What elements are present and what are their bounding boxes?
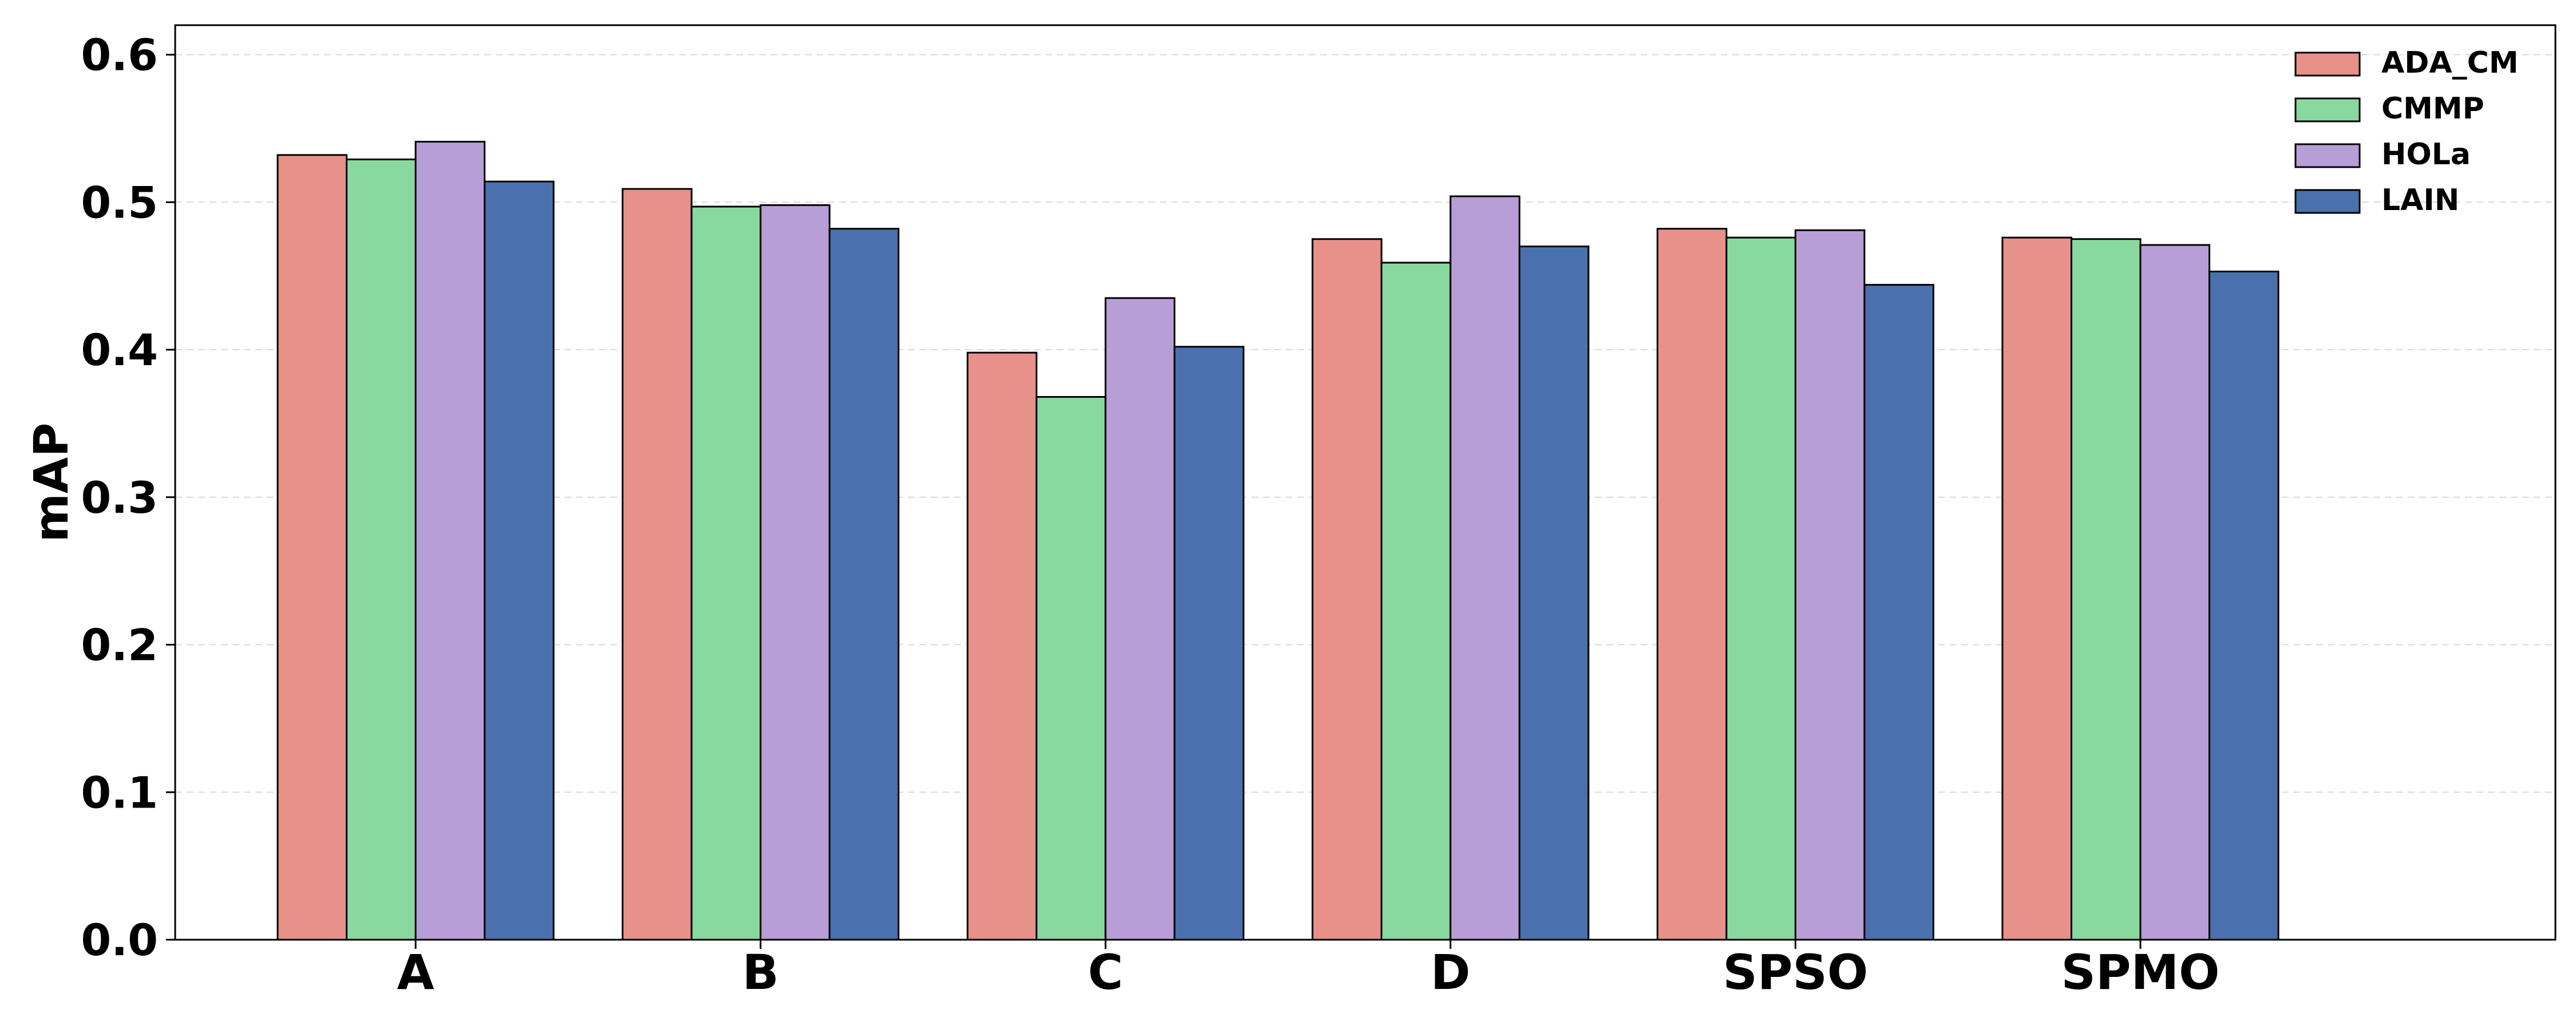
x-tick-label: B [742, 944, 779, 1000]
bars [276, 141, 2279, 941]
x-tick-label: C [1088, 944, 1123, 1000]
bar-ada-cm-spmo [2001, 236, 2073, 941]
legend-label: ADA_CM [2381, 46, 2519, 80]
bar-lain-b [828, 228, 900, 941]
legend-label: CMMP [2381, 92, 2484, 126]
bar-cmmp-b [690, 205, 762, 941]
bar-hola-d [1449, 195, 1520, 941]
y-tick-label: 0.6 [81, 30, 158, 81]
bar-cmmp-spmo [2071, 238, 2142, 941]
bar-hola-c [1104, 297, 1176, 941]
bar-lain-d [1518, 246, 1590, 941]
bar-lain-spso [1863, 284, 1934, 941]
bar-ada-cm-spso [1656, 228, 1728, 941]
bar-hola-spmo [2139, 244, 2211, 941]
bar-hola-spso [1794, 229, 1866, 941]
y-tick-label: 0.0 [81, 915, 158, 965]
legend-label: LAIN [2381, 183, 2459, 217]
bar-lain-spmo [2208, 270, 2279, 941]
y-tick-label: 0.1 [81, 767, 158, 818]
bar-cmmp-spso [1725, 236, 1796, 941]
plot-frame [174, 24, 2557, 941]
bar-ada-cm-b [622, 188, 693, 941]
legend-swatch [2294, 143, 2361, 168]
y-tick-label: 0.2 [81, 620, 158, 671]
bar-ada-cm-d [1311, 238, 1382, 941]
bar-cmmp-c [1036, 396, 1107, 941]
x-tick-label: A [397, 944, 434, 1000]
y-axis-ticks: 0.0 0.1 0.2 0.3 0.4 0.5 0.6 [81, 30, 175, 965]
x-axis-ticks: A B C D SPSO SPMO [397, 940, 2220, 1000]
y-axis-label: mAP [25, 422, 79, 542]
bar-lain-c [1174, 346, 1244, 941]
legend-label: HOLa [2381, 137, 2471, 172]
bar-hola-a [414, 141, 486, 941]
y-tick-label: 0.5 [81, 177, 158, 228]
legend-swatch [2294, 97, 2361, 122]
bar-lain-a [484, 180, 555, 941]
y-tick-label: 0.3 [81, 472, 158, 523]
bar-ada-cm-c [966, 351, 1038, 941]
y-tick-label: 0.4 [81, 324, 158, 375]
bar-cmmp-a [345, 159, 417, 941]
legend: ADA_CM CMMP HOLa LAIN [2294, 46, 2519, 217]
x-tick-label: SPSO [1722, 944, 1868, 1000]
legend-swatch [2294, 189, 2361, 214]
x-tick-label: D [1431, 944, 1471, 1000]
legend-swatch [2294, 52, 2361, 77]
bar-hola-b [760, 204, 831, 941]
bar-ada-cm-a [276, 154, 347, 941]
x-tick-label: SPMO [2061, 944, 2220, 1000]
bar-cmmp-d [1380, 262, 1452, 941]
